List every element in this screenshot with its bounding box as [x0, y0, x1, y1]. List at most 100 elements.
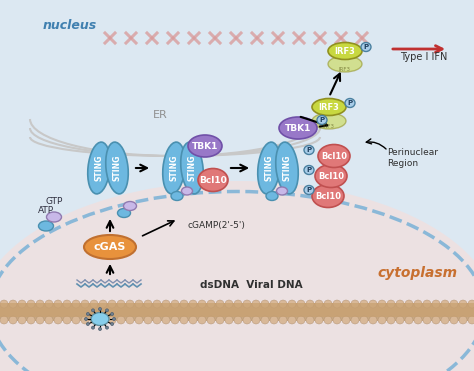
Text: IRF3: IRF3 — [323, 124, 335, 128]
Text: Bcl10: Bcl10 — [318, 171, 344, 181]
Circle shape — [459, 300, 467, 308]
Circle shape — [297, 316, 305, 324]
Ellipse shape — [345, 98, 355, 108]
Ellipse shape — [118, 209, 130, 217]
Circle shape — [153, 316, 161, 324]
Circle shape — [441, 300, 449, 308]
Ellipse shape — [304, 165, 314, 174]
Ellipse shape — [312, 98, 346, 115]
Circle shape — [207, 316, 215, 324]
Ellipse shape — [266, 191, 278, 200]
Circle shape — [450, 300, 458, 308]
Circle shape — [225, 316, 233, 324]
Circle shape — [279, 300, 287, 308]
Circle shape — [54, 316, 62, 324]
Circle shape — [108, 316, 116, 324]
Circle shape — [441, 316, 449, 324]
Ellipse shape — [198, 168, 228, 191]
Circle shape — [279, 316, 287, 324]
Ellipse shape — [91, 312, 109, 325]
Text: cytoplasm: cytoplasm — [378, 266, 458, 280]
Circle shape — [261, 300, 269, 308]
Circle shape — [84, 318, 88, 321]
Circle shape — [306, 316, 314, 324]
Circle shape — [0, 316, 8, 324]
Text: STING: STING — [170, 155, 179, 181]
Circle shape — [252, 300, 260, 308]
Circle shape — [99, 308, 101, 311]
Circle shape — [162, 316, 170, 324]
Circle shape — [216, 300, 224, 308]
Circle shape — [198, 316, 206, 324]
Text: STING: STING — [112, 155, 121, 181]
Circle shape — [171, 316, 179, 324]
Circle shape — [351, 300, 359, 308]
Circle shape — [207, 300, 215, 308]
Circle shape — [0, 300, 8, 308]
Circle shape — [252, 316, 260, 324]
Text: STING: STING — [264, 155, 273, 181]
Circle shape — [234, 316, 242, 324]
Circle shape — [135, 300, 143, 308]
Circle shape — [106, 309, 109, 312]
Text: cGAS: cGAS — [94, 242, 126, 252]
Circle shape — [189, 300, 197, 308]
Ellipse shape — [361, 43, 371, 52]
Circle shape — [360, 300, 368, 308]
Text: IRF3: IRF3 — [319, 102, 339, 112]
Circle shape — [81, 316, 89, 324]
Circle shape — [270, 300, 278, 308]
Circle shape — [45, 300, 53, 308]
Circle shape — [153, 300, 161, 308]
Text: IRF3: IRF3 — [335, 46, 356, 56]
Ellipse shape — [181, 142, 203, 194]
Ellipse shape — [84, 235, 136, 259]
Circle shape — [72, 300, 80, 308]
Text: Perinuclear
Region: Perinuclear Region — [387, 148, 438, 168]
Bar — [0, 303, 474, 317]
Text: TBK1: TBK1 — [285, 124, 311, 132]
Circle shape — [468, 300, 474, 308]
Ellipse shape — [171, 191, 183, 200]
Ellipse shape — [304, 186, 314, 194]
Circle shape — [110, 312, 114, 315]
Ellipse shape — [188, 135, 222, 157]
Circle shape — [414, 300, 422, 308]
Circle shape — [459, 316, 467, 324]
Circle shape — [378, 316, 386, 324]
Circle shape — [72, 316, 80, 324]
Text: P: P — [319, 117, 325, 123]
Text: Bcl10: Bcl10 — [315, 191, 341, 200]
Circle shape — [108, 300, 116, 308]
Circle shape — [396, 300, 404, 308]
Circle shape — [45, 316, 53, 324]
Circle shape — [387, 316, 395, 324]
Circle shape — [90, 316, 98, 324]
Circle shape — [126, 316, 134, 324]
Text: ER: ER — [153, 110, 167, 120]
Ellipse shape — [38, 221, 54, 231]
Circle shape — [126, 300, 134, 308]
Circle shape — [297, 300, 305, 308]
Text: GTP: GTP — [46, 197, 63, 206]
Circle shape — [36, 300, 44, 308]
Circle shape — [423, 316, 431, 324]
Circle shape — [189, 316, 197, 324]
Bar — [0, 303, 474, 321]
Text: ATP: ATP — [38, 206, 54, 214]
Circle shape — [171, 300, 179, 308]
Text: STING: STING — [188, 155, 197, 181]
Circle shape — [99, 328, 101, 331]
Circle shape — [90, 300, 98, 308]
Circle shape — [405, 316, 413, 324]
Circle shape — [405, 300, 413, 308]
Circle shape — [351, 316, 359, 324]
Circle shape — [144, 300, 152, 308]
Text: P: P — [306, 147, 311, 153]
Circle shape — [360, 316, 368, 324]
Circle shape — [414, 316, 422, 324]
Circle shape — [27, 316, 35, 324]
Circle shape — [162, 300, 170, 308]
Ellipse shape — [182, 187, 192, 195]
Ellipse shape — [163, 142, 185, 194]
